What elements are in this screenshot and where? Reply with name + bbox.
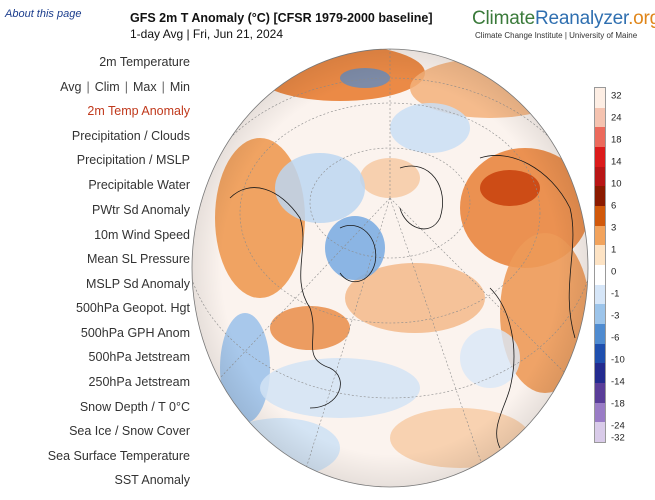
colorbar-tick: -18 bbox=[611, 398, 625, 410]
menu-item-snow-depth[interactable]: Snow Depth / T 0°C bbox=[79, 400, 190, 414]
colorbar-swatch bbox=[595, 127, 605, 147]
colorbar-tick: 32 bbox=[611, 90, 622, 102]
menu-sub-separator: | bbox=[86, 80, 90, 94]
colorbar-tick: -14 bbox=[611, 376, 625, 388]
brand-logo[interactable]: ClimateReanalyzer.org bbox=[472, 8, 655, 30]
globe-outline bbox=[191, 48, 589, 488]
colorbar-swatch bbox=[595, 245, 605, 265]
menu-sub-separator: | bbox=[161, 80, 165, 94]
menu-item-sst-anomaly[interactable]: SST Anomaly bbox=[114, 473, 190, 487]
variable-menu: 2m Temperature Avg | Clim | Max | Min 2m Temp … bbox=[0, 0, 190, 500]
map-title: GFS 2m T Anomaly (°C) [CFSR 1979-2000 ba… bbox=[130, 11, 433, 25]
menu-item-precipitable-water[interactable]: Precipitable Water bbox=[88, 178, 190, 192]
menu-item-250hpa-jetstream[interactable]: 250hPa Jetstream bbox=[88, 375, 190, 389]
colorbar-tick: -6 bbox=[611, 332, 620, 344]
colorbar-swatch bbox=[595, 264, 605, 285]
menu-item-pwtr-sd-anomaly[interactable]: PWtr Sd Anomaly bbox=[92, 203, 190, 217]
colorbar-tick: 6 bbox=[611, 200, 617, 212]
colorbar-tick: 0 bbox=[611, 266, 617, 278]
colorbar-tick: -10 bbox=[611, 354, 625, 366]
menu-sub-avg[interactable]: Avg bbox=[60, 80, 82, 94]
colorbar-swatch bbox=[595, 107, 605, 128]
anomaly-globe-map[interactable] bbox=[190, 48, 590, 498]
colorbar-tick: 14 bbox=[611, 156, 622, 168]
menu-item-2m-temp-anomaly[interactable]: 2m Temp Anomaly bbox=[87, 104, 190, 118]
colorbar-swatch bbox=[595, 88, 605, 108]
colorbar-tick: 3 bbox=[611, 222, 617, 234]
colorbar-swatch bbox=[595, 382, 605, 403]
colorbar-tick: -24 bbox=[611, 420, 625, 432]
menu-item-mean-sl-pressure[interactable]: Mean SL Pressure bbox=[86, 252, 190, 266]
colorbar bbox=[594, 87, 606, 443]
menu-item-precipitation-mslp[interactable]: Precipitation / MSLP bbox=[76, 153, 190, 167]
colorbar-labels: 32 24 18 14 10 6 3 1 0 -1 -3 -6 -10 -14 … bbox=[611, 87, 651, 444]
about-this-page-link[interactable]: About this page bbox=[5, 8, 82, 20]
colorbar-swatch bbox=[595, 166, 605, 187]
colorbar-swatch bbox=[595, 343, 605, 364]
menu-item-500hpa-jetstream[interactable]: 500hPa Jetstream bbox=[88, 350, 190, 364]
brand-tagline: Climate Change Institute | University of… bbox=[475, 31, 638, 40]
menu-item-2m-temperature[interactable]: 2m Temperature bbox=[99, 55, 190, 69]
menu-item-500hpa-gph-anom[interactable]: 500hPa GPH Anom bbox=[80, 326, 190, 340]
menu-item-sea-surface-temperature[interactable]: Sea Surface Temperature bbox=[47, 449, 190, 463]
colorbar-tick: 18 bbox=[611, 134, 622, 146]
colorbar-tick: -3 bbox=[611, 310, 620, 322]
menu-item-500hpa-geopot-hgt[interactable]: 500hPa Geopot. Hgt bbox=[76, 301, 190, 315]
colorbar-tick: -1 bbox=[611, 288, 620, 300]
brand-logo-part-org: .org bbox=[628, 8, 655, 29]
colorbar-swatch bbox=[595, 205, 605, 226]
colorbar-swatch bbox=[595, 186, 605, 206]
colorbar-swatch bbox=[595, 225, 605, 246]
menu-item-mslp-sd-anomaly[interactable]: MSLP Sd Anomaly bbox=[86, 277, 190, 291]
menu-item-sea-ice-snow-cover[interactable]: Sea Ice / Snow Cover bbox=[69, 424, 190, 438]
menu-item-10m-wind-speed[interactable]: 10m Wind Speed bbox=[94, 228, 190, 242]
colorbar-tick: 10 bbox=[611, 178, 622, 190]
menu-sub-max[interactable]: Max bbox=[132, 80, 157, 94]
menu-sub-options: Avg | Clim | Max | Min bbox=[60, 80, 190, 94]
colorbar-swatch bbox=[595, 363, 605, 383]
menu-sub-clim[interactable]: Clim bbox=[94, 80, 120, 94]
map-subtitle: 1-day Avg | Fri, Jun 21, 2024 bbox=[130, 27, 283, 41]
colorbar-tick: 24 bbox=[611, 112, 622, 124]
menu-sub-min[interactable]: Min bbox=[169, 80, 190, 94]
menu-sub-separator: | bbox=[124, 80, 128, 94]
colorbar-swatch bbox=[595, 422, 605, 442]
menu-item-precipitation-clouds[interactable]: Precipitation / Clouds bbox=[71, 129, 190, 143]
colorbar-swatch bbox=[595, 323, 605, 344]
brand-logo-part-reanalyzer: Reanalyzer bbox=[535, 8, 629, 29]
colorbar-swatch bbox=[595, 402, 605, 423]
colorbar-tick: -32 bbox=[611, 432, 625, 444]
colorbar-swatch bbox=[595, 146, 605, 167]
colorbar-tick: 1 bbox=[611, 244, 617, 256]
colorbar-swatch bbox=[595, 284, 605, 305]
brand-logo-part-climate: Climate bbox=[472, 8, 536, 29]
colorbar-swatch bbox=[595, 304, 605, 324]
